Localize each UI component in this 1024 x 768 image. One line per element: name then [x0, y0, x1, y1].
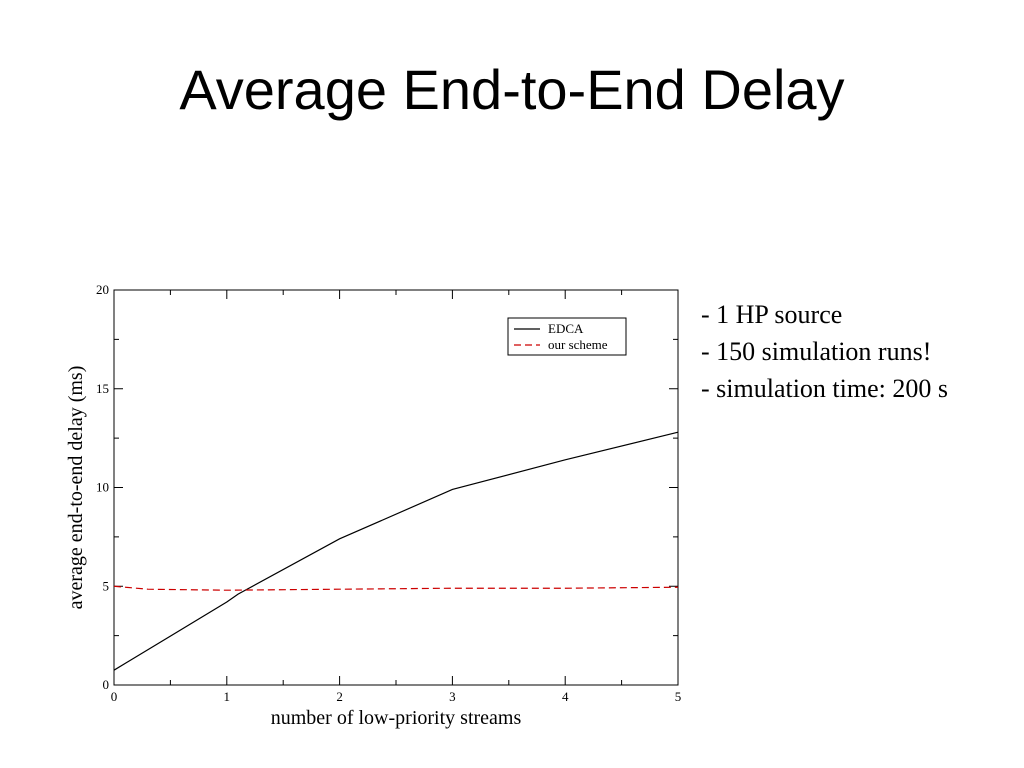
chart-legend: EDCA our scheme: [507, 317, 627, 356]
x-tick-label: 4: [562, 689, 569, 704]
y-tick-label: 10: [96, 480, 109, 495]
slide-title: Average End-to-End Delay: [179, 58, 845, 121]
y-tick-label: 5: [103, 578, 110, 593]
series-line-our-scheme: [113, 585, 679, 591]
axis-ticks: 0 1 2 3 4 5 0 5 10 15 20: [96, 282, 681, 704]
note-item: - 150 simulation runs!: [701, 337, 932, 366]
x-tick-label: 3: [449, 689, 456, 704]
slide-notes: - 1 HP source - 150 simulation runs! - s…: [701, 296, 948, 407]
x-tick-label: 1: [224, 689, 231, 704]
y-tick-label: 0: [103, 677, 110, 692]
series-line-edca: [113, 431, 679, 671]
chart-canvas: 0 1 2 3 4 5 0 5 10 15 20 number of low-priority st…: [65, 282, 681, 729]
y-tick-label: 15: [96, 381, 109, 396]
legend-label-our-scheme: our scheme: [548, 337, 608, 352]
y-axis-label: average end-to-end delay (ms): [65, 366, 87, 610]
note-item: - 1 HP source: [701, 300, 843, 329]
series-layer: [113, 431, 679, 671]
x-tick-label: 0: [111, 689, 118, 704]
note-item: - simulation time: 200 s: [701, 374, 948, 403]
line-chart: 0 1 2 3 4 5 0 5 10 15 20 number of low-priority st…: [40, 270, 710, 740]
legend-label-edca: EDCA: [548, 321, 584, 336]
legend-box: [507, 317, 627, 356]
x-tick-label: 2: [336, 689, 343, 704]
x-axis-label: number of low-priority streams: [271, 707, 522, 729]
y-tick-label: 20: [96, 282, 109, 297]
x-tick-label: 5: [675, 689, 682, 704]
